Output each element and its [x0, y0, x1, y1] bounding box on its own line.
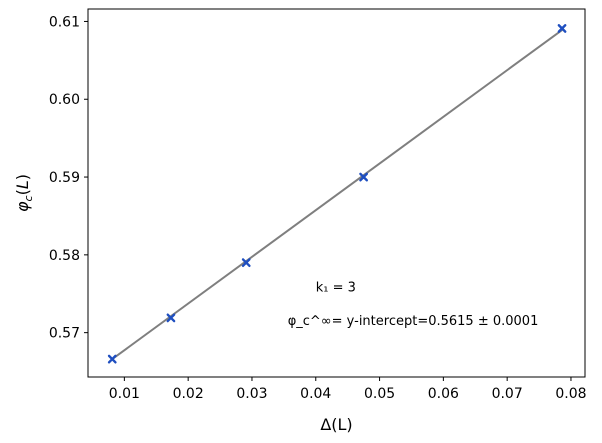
- x-tick-label: 0.02: [173, 386, 204, 402]
- x-axis-label: Δ(L): [320, 415, 352, 434]
- x-tick-label: 0.07: [492, 386, 523, 402]
- x-tick-label: 0.08: [555, 386, 586, 402]
- y-axis-label: φc(L): [13, 174, 35, 212]
- y-tick-label: 0.60: [49, 92, 80, 108]
- x-tick-label: 0.01: [109, 386, 140, 402]
- y-tick-label: 0.59: [49, 170, 80, 186]
- plot-frame: [87, 8, 586, 378]
- x-tick-label: 0.03: [236, 386, 267, 402]
- annotation-text: φ_c^∞= y-intercept=0.5615 ± 0.0001: [288, 314, 539, 329]
- points-layer: [107, 24, 567, 364]
- data-point: [359, 172, 369, 182]
- y-tick-label: 0.58: [49, 248, 80, 264]
- y-tick-label: 0.61: [49, 14, 80, 30]
- fit-line: [111, 29, 563, 360]
- y-axis-ticks: 0.57 0.58 0.59 0.60 0.61: [49, 14, 88, 342]
- annotation-text: k₁ = 3: [316, 280, 356, 295]
- x-tick-label: 0.05: [364, 386, 395, 402]
- data-point: [107, 354, 117, 364]
- annotations: k₁ = 3 φ_c^∞= y-intercept=0.5615 ± 0.0001: [288, 280, 539, 328]
- data-point: [166, 313, 176, 323]
- data-point: [557, 24, 567, 33]
- x-tick-label: 0.06: [428, 386, 459, 402]
- x-tick-label: 0.04: [300, 386, 331, 402]
- fit-line-layer: [111, 29, 563, 360]
- y-tick-label: 0.57: [49, 326, 80, 342]
- data-point: [241, 258, 251, 268]
- x-axis-ticks: 0.01 0.02 0.03 0.04 0.05 0.06 0.07 0.08: [109, 377, 587, 402]
